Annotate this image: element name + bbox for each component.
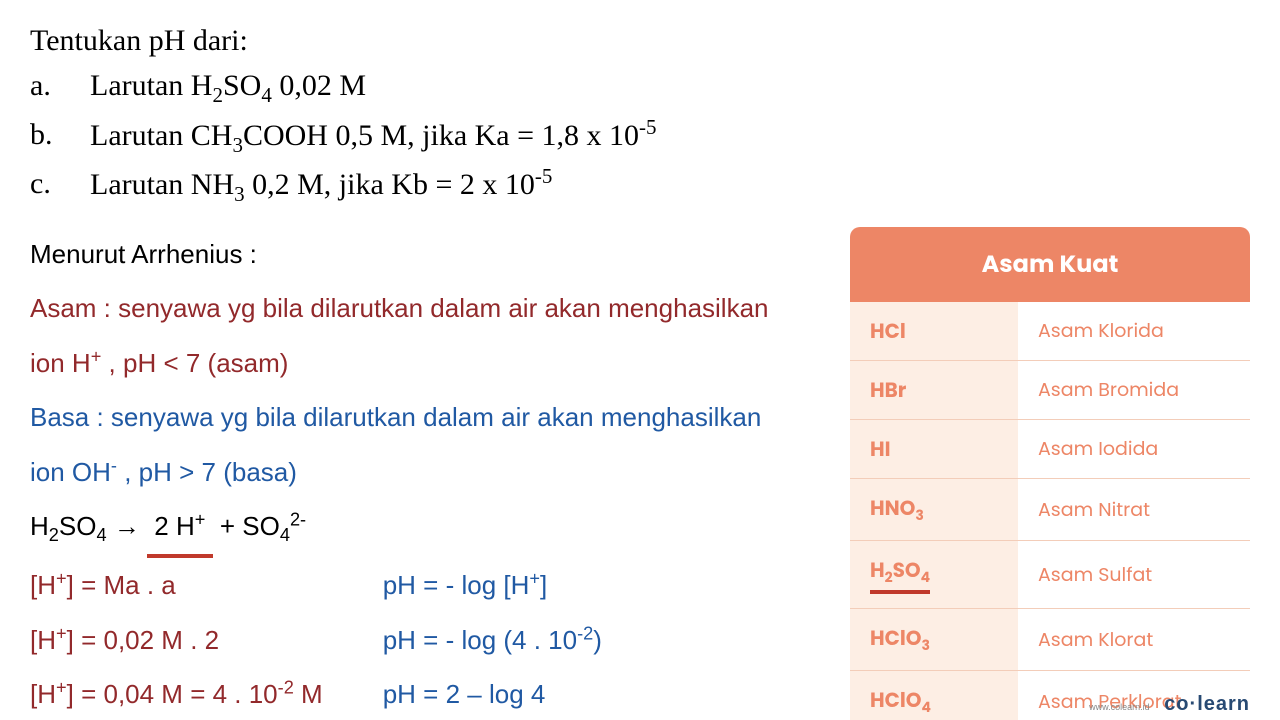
calc-line-ph: pH = - log (4 . 10-2) [383, 613, 602, 668]
calc-line-hplus: [H+] = 0,02 M . 2 [30, 613, 323, 668]
table-cell-name: Asam Klorat [1018, 609, 1250, 671]
question-item-label: c. [30, 161, 60, 211]
table-cell-formula: HClO3 [850, 609, 1018, 671]
table-row: HIAsam Iodida [850, 420, 1250, 479]
calc-line-ph: pH = 2 – log 4 [383, 667, 602, 720]
calc-line-hplus: [H+] = Ma . a [30, 558, 323, 613]
arrhenius-heading: Menurut Arrhenius : [30, 227, 832, 282]
table-cell-name: Asam Sulfat [1018, 541, 1250, 609]
asam-def-line1: Asam : senyawa yg bila dilarutkan dalam … [30, 281, 832, 336]
question-item: a. Larutan H2SO4 0,02 M [30, 63, 1250, 112]
table-cell-name: Asam Iodida [1018, 420, 1250, 479]
table-cell-name: Asam Klorida [1018, 302, 1250, 361]
table-cell-formula: HI [850, 420, 1018, 479]
brand-logo: www.colearn.id co·learn [1089, 693, 1250, 716]
table-cell-formula: H2SO4 [850, 541, 1018, 609]
calculation-block: [H+] = Ma . a[H+] = 0,02 M . 2[H+] = 0,0… [30, 558, 832, 720]
asam-def-line2: ion H+ , pH < 7 (asam) [30, 336, 832, 391]
table-cell-name: Asam Bromida [1018, 361, 1250, 420]
table-row: HClO3Asam Klorat [850, 609, 1250, 671]
table-cell-formula: HBr [850, 361, 1018, 420]
table-row: HNO3Asam Nitrat [850, 479, 1250, 541]
question-title: Tentukan pH dari: [30, 18, 1250, 63]
table-cell-formula: HCl [850, 302, 1018, 361]
table-cell-name: Asam Nitrat [1018, 479, 1250, 541]
page: Tentukan pH dari: a. Larutan H2SO4 0,02 M… [0, 0, 1280, 720]
question-item-text: Larutan CH3COOH 0,5 M, jika Ka = 1,8 x 1… [90, 112, 657, 162]
table-header: Asam Kuat [850, 227, 1250, 302]
table-row: HBrAsam Bromida [850, 361, 1250, 420]
dissociation-equation: H2SO4 → 2 H+ + SO42- [30, 499, 832, 558]
right-column: Asam Kuat HClAsam KloridaHBrAsam Bromida… [850, 227, 1250, 720]
table-cell-formula: HNO3 [850, 479, 1018, 541]
basa-def-line1: Basa : senyawa yg bila dilarutkan dalam … [30, 390, 832, 445]
calc-column-hplus: [H+] = Ma . a[H+] = 0,02 M . 2[H+] = 0,0… [30, 558, 323, 720]
calc-column-ph: pH = - log [H+]pH = - log (4 . 10-2)pH =… [383, 558, 602, 720]
table-cell-formula: HClO4 [850, 671, 1018, 720]
question-item: b. Larutan CH3COOH 0,5 M, jika Ka = 1,8 x… [30, 112, 1250, 162]
left-column: Menurut Arrhenius : Asam : senyawa yg bi… [30, 227, 832, 720]
brand-name: co·learn [1164, 693, 1250, 716]
calc-line-hplus: [H+] = 0,04 M = 4 . 10-2 M [30, 667, 323, 720]
question-item-label: a. [30, 63, 60, 112]
body: Menurut Arrhenius : Asam : senyawa yg bi… [30, 227, 1250, 720]
question-item: c. Larutan NH3 0,2 M, jika Kb = 2 x 10-5 [30, 161, 1250, 211]
strong-acid-table: Asam Kuat HClAsam KloridaHBrAsam Bromida… [850, 227, 1250, 720]
question-item-label: b. [30, 112, 60, 162]
table-row: H2SO4Asam Sulfat [850, 541, 1250, 609]
brand-url: www.colearn.id [1089, 702, 1150, 712]
question-item-text: Larutan NH3 0,2 M, jika Kb = 2 x 10-5 [90, 161, 552, 211]
question-block: Tentukan pH dari: a. Larutan H2SO4 0,02 M… [30, 18, 1250, 211]
table-row: HClAsam Klorida [850, 302, 1250, 361]
question-item-text: Larutan H2SO4 0,02 M [90, 63, 366, 112]
calc-line-ph: pH = - log [H+] [383, 558, 602, 613]
basa-def-line2: ion OH- , pH > 7 (basa) [30, 445, 832, 500]
